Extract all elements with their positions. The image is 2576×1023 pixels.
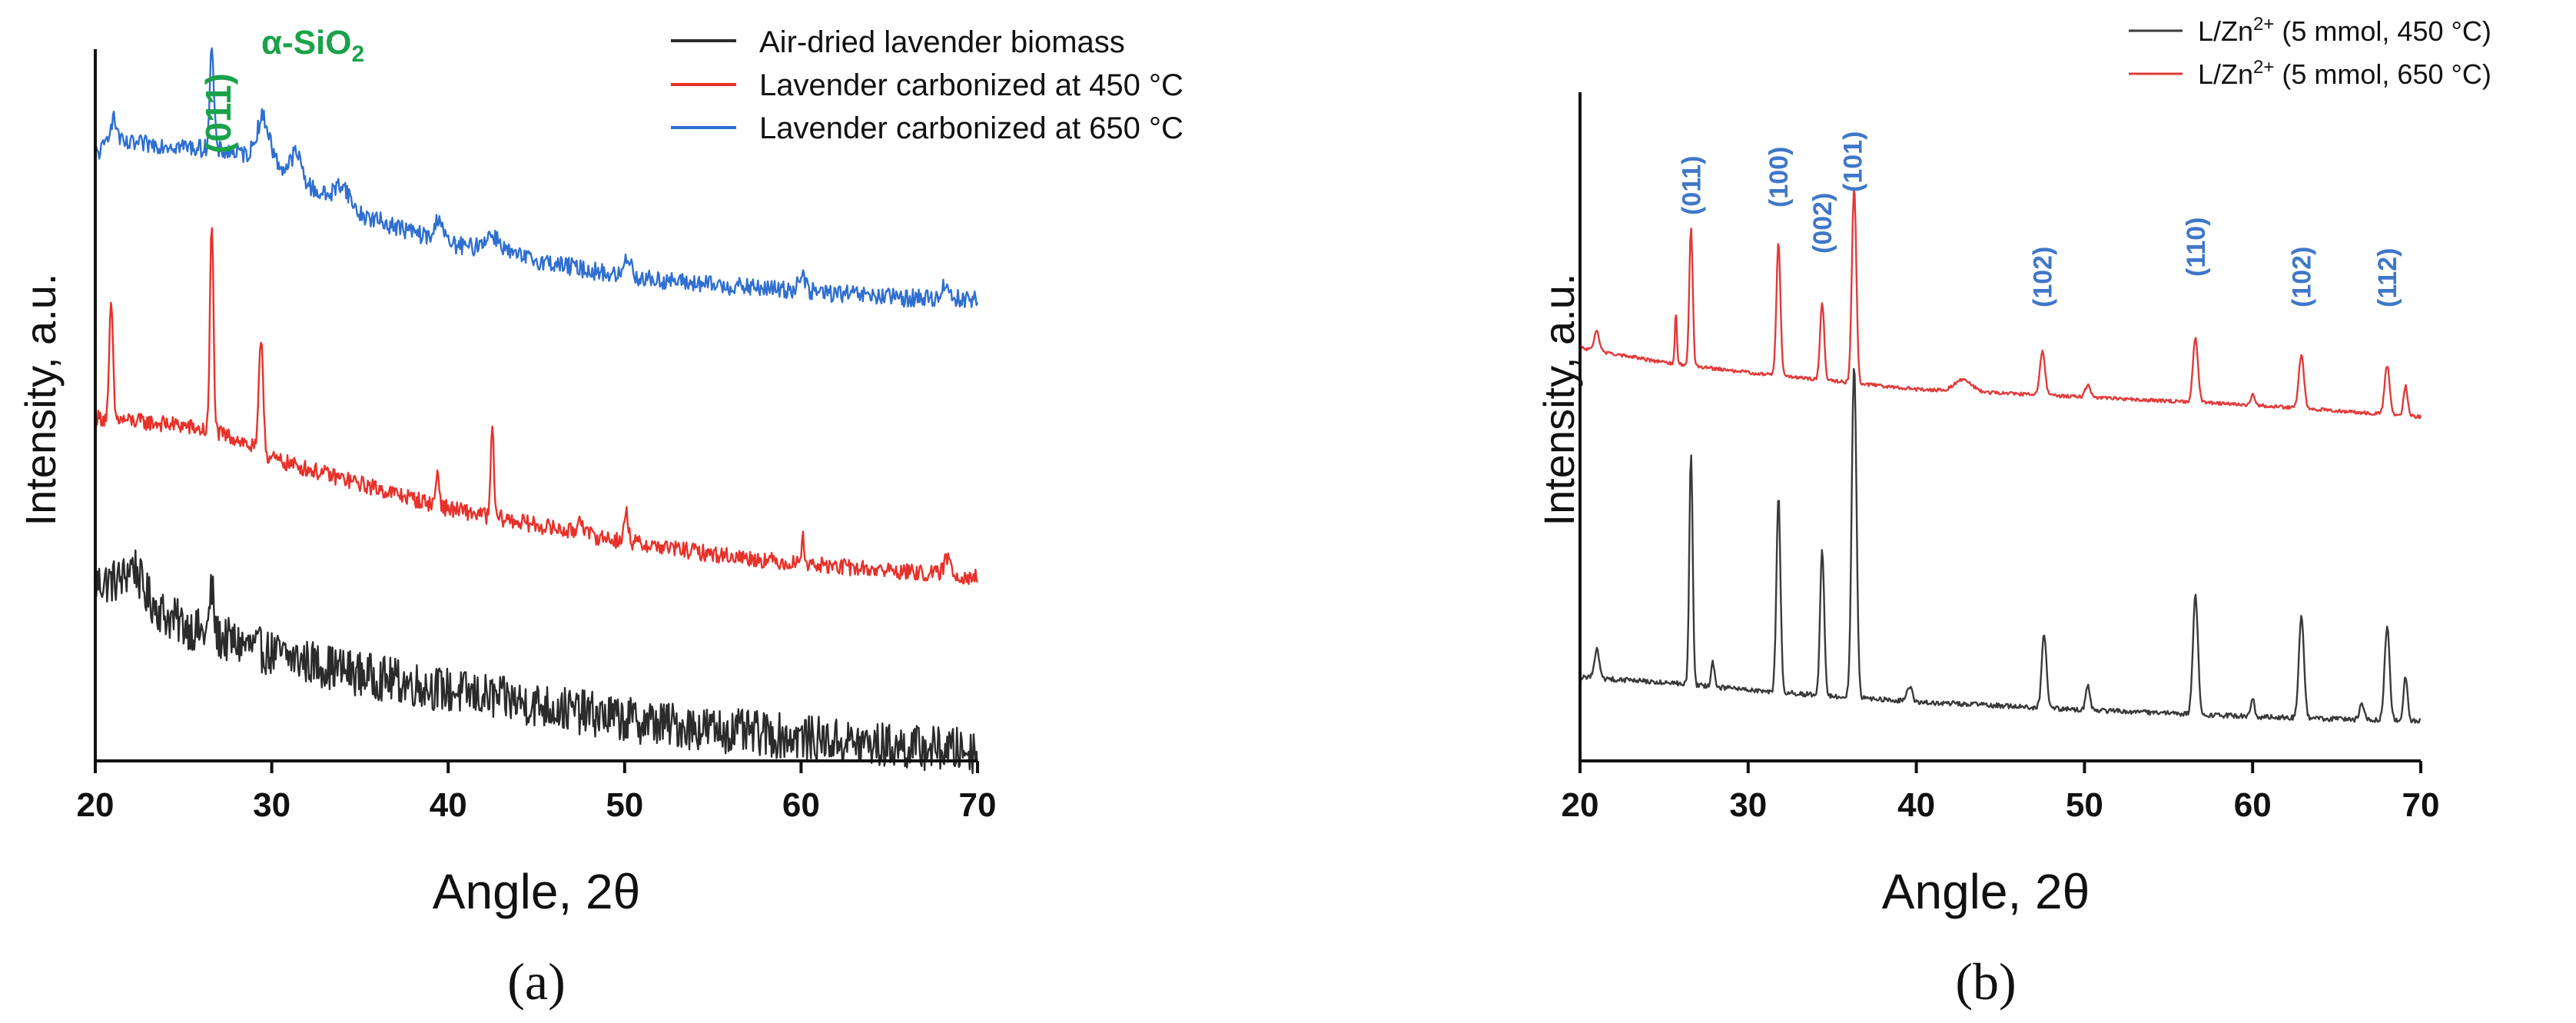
- panel-a-x-tick-label: 60: [782, 786, 820, 824]
- panel-b-legend: L/Zn2+ (5 mmol, 450 °C) L/Zn2+ (5 mmol, …: [2129, 14, 2491, 90]
- panel-a-y-axis-label: Intensity, a.u.: [16, 274, 65, 526]
- panel-a-x-tick-label: 20: [77, 786, 115, 824]
- panel-b-x-axis-label: Angle, 2θ: [1882, 864, 2090, 919]
- peak-label-5: (110): [2182, 218, 2211, 277]
- panel-b-x-tick-label: 60: [2234, 786, 2272, 824]
- peak-label-6: (102): [2288, 247, 2317, 307]
- panel-a-label: (a): [507, 952, 565, 1011]
- series-line-a-2: [95, 47, 979, 308]
- panel-a-curves: [94, 47, 979, 775]
- series-line-a-0: [94, 549, 979, 775]
- panel-a-x-tick-label: 30: [253, 786, 290, 824]
- legend-label-a-0: Air-dried lavender biomass: [759, 25, 1125, 59]
- panel-b: 20 30 40 50 60 70 Intensity, a.u. Angle, 2θ (…: [1535, 14, 2491, 1011]
- panel-b-x-tick-label: 30: [1729, 786, 1767, 824]
- panel-b-peak-labels: (011) (100) (002)(101) (102) (110) (102) (112): [1677, 131, 2402, 307]
- panel-b-x-tick-label: 50: [2066, 786, 2103, 824]
- peak-label-1: (100): [1764, 147, 1794, 208]
- peak-label-2: (002): [1808, 193, 1837, 254]
- series-line-b-0: [1579, 367, 2422, 724]
- legend-label-b-1: L/Zn2+ (5 mmol, 650 °C): [2198, 57, 2491, 90]
- panel-a-annotation-011: (011): [198, 73, 238, 154]
- panel-a-x-ticks: 20 30 40 50 60 70: [77, 761, 997, 824]
- panel-b-x-tick-label: 40: [1897, 786, 1935, 824]
- panel-b-label: (b): [1955, 952, 2016, 1011]
- peak-label-3: (101): [1839, 131, 1868, 192]
- panel-b-curves: [1578, 189, 2422, 724]
- legend-label-a-1: Lavender carbonized at 450 °C: [759, 68, 1183, 102]
- sio2-subscript: 2: [352, 42, 365, 67]
- sio2-text: α-SiO: [261, 24, 352, 61]
- panel-a-x-axis-label: Angle, 2θ: [433, 864, 640, 919]
- series-line-a-1: [94, 227, 979, 586]
- panel-b-x-ticks: 20 30 40 50 60 70: [1562, 761, 2440, 824]
- peak-label-0: (011): [1677, 156, 1706, 216]
- panel-a-annotation-sio2: α-SiO2: [261, 24, 364, 67]
- panel-a: 20 30 40 50 60 70 Intensity, a.u. Angle, 2θ (…: [16, 24, 1183, 1011]
- panel-b-x-tick-label: 20: [1562, 786, 1599, 824]
- panel-a-x-tick-label: 70: [959, 786, 997, 824]
- panel-b-y-axis-label: Intensity, a.u.: [1535, 274, 1583, 526]
- peak-label-7: (112): [2373, 248, 2402, 308]
- legend-label-a-2: Lavender carbonized at 650 °C: [759, 111, 1183, 145]
- series-line-b-1: [1578, 189, 2422, 420]
- panel-b-x-tick-label: 70: [2402, 786, 2440, 824]
- panel-a-legend: Air-dried lavender biomass Lavender carb…: [671, 25, 1183, 145]
- panel-a-x-tick-label: 50: [606, 786, 643, 824]
- peak-label-4: (102): [2029, 247, 2058, 307]
- panel-a-x-tick-label: 40: [430, 786, 467, 824]
- legend-label-b-0: L/Zn2+ (5 mmol, 450 °C): [2198, 14, 2491, 47]
